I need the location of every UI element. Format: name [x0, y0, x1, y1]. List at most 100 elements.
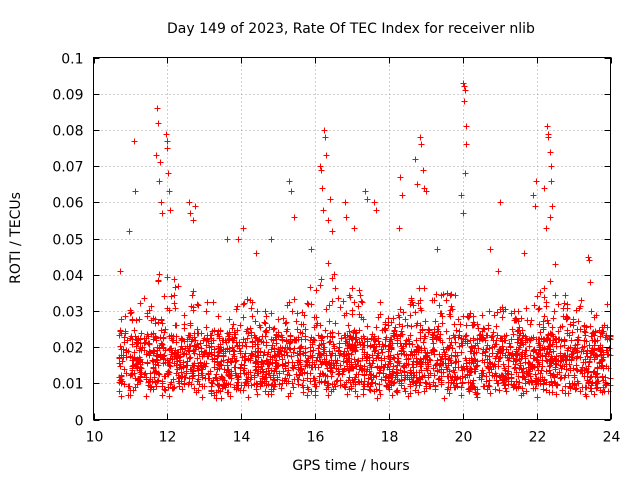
data-point: [479, 372, 486, 379]
data-point: [558, 374, 565, 381]
data-point: [269, 354, 276, 361]
data-point: [168, 351, 175, 358]
data-point: [198, 366, 205, 373]
data-point: [314, 354, 321, 361]
data-point: [197, 359, 204, 366]
data-point: [410, 302, 417, 309]
data-point: [290, 365, 297, 372]
data-point: [378, 376, 385, 383]
data-point: [350, 334, 357, 341]
data-point: [561, 337, 568, 344]
data-point: [532, 385, 539, 392]
data-point: [252, 363, 259, 370]
data-point: [485, 365, 492, 372]
data-point: [537, 329, 544, 336]
data-point: [552, 356, 559, 363]
data-point: [544, 358, 551, 365]
data-point: [413, 337, 420, 344]
data-point: [544, 123, 551, 130]
data-point: [389, 392, 396, 399]
data-point: [281, 352, 288, 359]
data-point: [418, 367, 425, 374]
data-point: [348, 343, 355, 350]
data-point: [299, 309, 306, 316]
data-point: [157, 159, 164, 166]
data-point: [447, 373, 454, 380]
data-point: [271, 377, 278, 384]
data-point: [171, 300, 178, 307]
data-point: [352, 388, 359, 395]
data-point: [390, 332, 397, 339]
data-point: [191, 385, 198, 392]
data-point: [347, 365, 354, 372]
data-point: [127, 310, 134, 317]
data-point: [218, 362, 225, 369]
data-point: [533, 349, 540, 356]
data-point: [215, 331, 222, 338]
data-point: [322, 327, 329, 334]
data-point: [229, 344, 236, 351]
data-point: [147, 349, 154, 356]
data-point: [458, 349, 465, 356]
data-point: [429, 297, 436, 304]
data-point: [156, 371, 163, 378]
data-point: [318, 167, 325, 174]
data-point: [599, 373, 606, 380]
data-point: [178, 343, 185, 350]
data-point: [226, 316, 233, 323]
data-point: [271, 345, 278, 352]
data-point: [248, 352, 255, 359]
data-point: [463, 141, 470, 148]
data-point: [500, 361, 507, 368]
data-point: [265, 361, 272, 368]
data-point: [295, 366, 302, 373]
data-point: [482, 348, 489, 355]
data-point: [522, 359, 529, 366]
y-tick-label: 0.06: [52, 196, 83, 212]
data-point: [396, 225, 403, 232]
data-point: [205, 375, 212, 382]
data-point: [374, 395, 381, 402]
data-point: [141, 295, 148, 302]
data-point: [330, 341, 337, 348]
data-point: [367, 371, 374, 378]
data-point: [591, 356, 598, 363]
data-point: [385, 315, 392, 322]
data-point: [545, 320, 552, 327]
data-point: [379, 349, 386, 356]
data-point: [298, 365, 305, 372]
data-point: [138, 330, 145, 337]
data-point: [494, 332, 501, 339]
data-point: [499, 377, 506, 384]
data-point: [361, 363, 368, 370]
data-point: [206, 350, 213, 357]
data-point: [302, 352, 309, 359]
data-point: [196, 351, 203, 358]
data-point: [118, 393, 125, 400]
data-point: [371, 336, 378, 343]
data-point: [183, 370, 190, 377]
data-point: [225, 371, 232, 378]
data-point: [578, 297, 585, 304]
data-point: [542, 353, 549, 360]
data-point: [159, 380, 166, 387]
data-point: [587, 323, 594, 330]
data-point: [528, 317, 535, 324]
data-point: [233, 306, 240, 313]
data-point: [571, 374, 578, 381]
data-point: [484, 386, 491, 393]
data-point: [196, 381, 203, 388]
data-point: [337, 382, 344, 389]
data-point: [374, 364, 381, 371]
data-point: [581, 328, 588, 335]
data-point: [465, 386, 472, 393]
data-point: [457, 375, 464, 382]
data-point: [127, 372, 134, 379]
data-point: [167, 355, 174, 362]
data-point: [537, 380, 544, 387]
data-point: [461, 83, 468, 90]
data-point: [446, 368, 453, 375]
data-point: [321, 127, 328, 134]
data-point: [228, 359, 235, 366]
data-point: [421, 285, 428, 292]
